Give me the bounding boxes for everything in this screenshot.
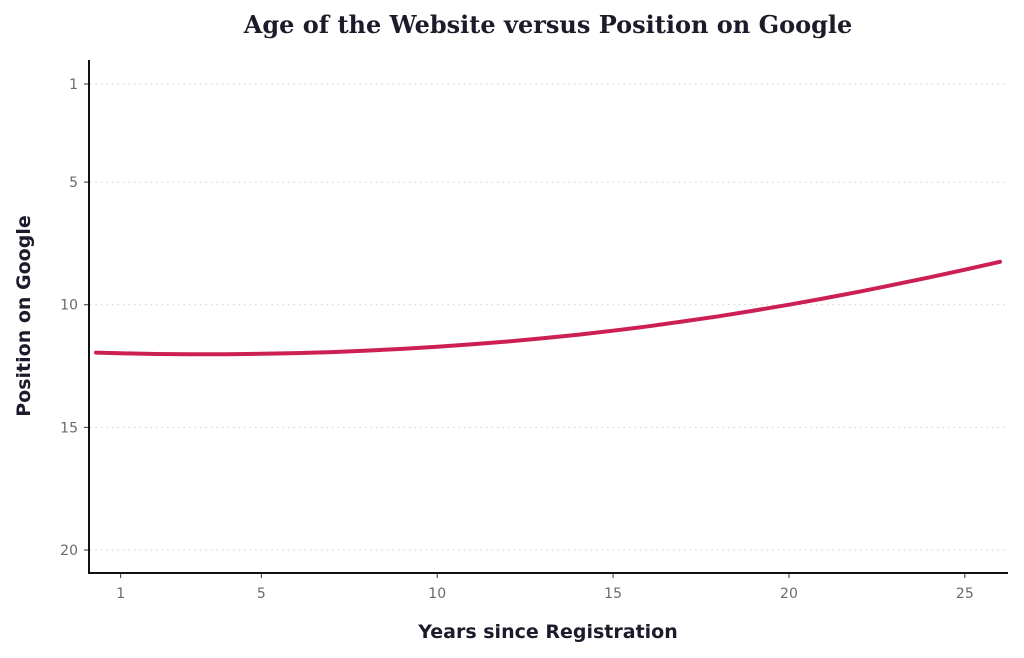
chart-title: Age of the Website versus Position on Go… <box>243 10 853 39</box>
x-tick-label: 15 <box>604 586 622 602</box>
x-axis-title: Years since Registration <box>417 621 678 643</box>
y-tick-label: 15 <box>60 420 78 436</box>
gridlines <box>90 83 1008 551</box>
x-tick-label: 1 <box>116 586 125 602</box>
x-tick-label: 25 <box>956 586 974 602</box>
y-tick-label: 10 <box>60 298 78 314</box>
y-axis-title: Position on Google <box>13 215 35 417</box>
x-tick-label: 5 <box>257 586 266 602</box>
y-tick-label: 20 <box>60 543 78 559</box>
x-tick-label: 20 <box>780 586 798 602</box>
y-tick-label: 5 <box>69 175 78 191</box>
series-line <box>94 259 1002 357</box>
x-tick-label: 10 <box>428 586 446 602</box>
y-tick-label: 1 <box>69 77 78 93</box>
plot-area <box>94 259 1002 357</box>
